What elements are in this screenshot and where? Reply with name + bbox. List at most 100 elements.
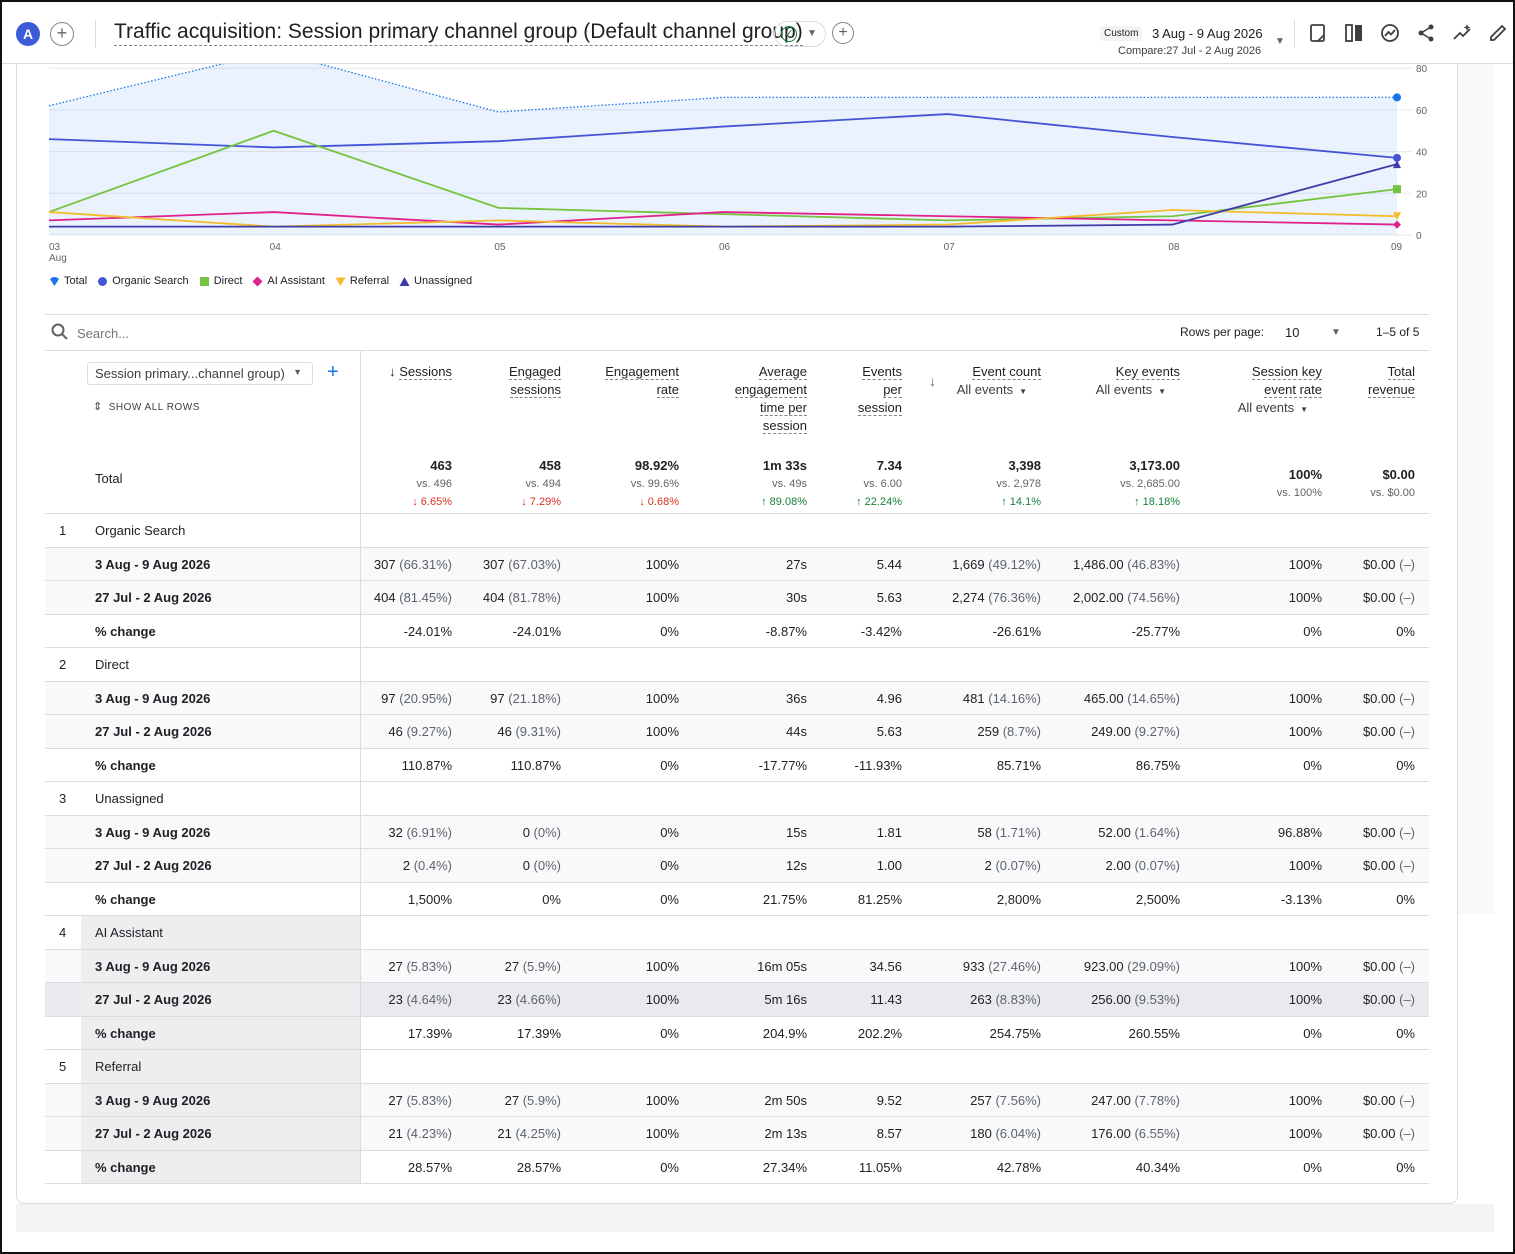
table-row[interactable]: 3 Aug - 9 Aug 2026 97 (20.95%) 97 (21.18%)… <box>45 681 1429 715</box>
rows-per-page-value: 10 <box>1285 325 1300 340</box>
table-row[interactable]: % change 1,500% 0% 0% 21.75% 81.25% 2,800% 2,50… <box>45 882 1429 916</box>
group-row[interactable]: 4 AI Assistant <box>45 916 1429 950</box>
total-compare: vs. $0.00 <box>1370 487 1415 499</box>
add-comparison-icon[interactable]: + <box>50 22 74 46</box>
cell-value: 44s <box>786 724 807 739</box>
column-header[interactable]: Key events All events ▼ <box>1030 363 1180 401</box>
table-row[interactable]: 3 Aug - 9 Aug 2026 27 (5.83%) 27 (5.9%) 100… <box>45 1083 1429 1117</box>
cell-percent: (–) <box>1399 1092 1415 1108</box>
table-row[interactable]: 27 Jul - 2 Aug 2026 2 (0.4%) 0 (0%) 0% 12s 1.… <box>45 849 1429 883</box>
edit-pencil-icon[interactable] <box>1487 22 1509 44</box>
data-quality-pill[interactable]: ✓ ▼ <box>774 21 826 47</box>
legend-item[interactable]: Total <box>49 275 87 287</box>
table-row[interactable]: % change -24.01% -24.01% 0% -8.87% -3.42% -26.… <box>45 614 1429 648</box>
cell-percent: (–) <box>1399 858 1415 873</box>
column-header[interactable]: Engagement rate <box>529 363 679 399</box>
cell-percent: (5.9%) <box>522 1092 561 1108</box>
table-row[interactable]: % change 28.57% 28.57% 0% 27.34% 11.05% 42.78%… <box>45 1150 1429 1184</box>
column-header-line: Engaged <box>411 363 561 381</box>
table-row[interactable]: 3 Aug - 9 Aug 2026 27 (5.83%) 27 (5.9%) 100… <box>45 949 1429 983</box>
cell-percent: (1.71%) <box>995 824 1041 840</box>
rows-per-page-select[interactable]: 10 ▼ <box>1285 323 1345 343</box>
cell-value: 202.2% <box>857 1025 902 1041</box>
add-icon[interactable]: + <box>832 22 854 44</box>
cell-value: -8.87% <box>765 623 807 639</box>
group-row[interactable]: 1 Organic Search <box>45 514 1429 548</box>
event-filter-select[interactable]: All events ▼ <box>891 381 1027 401</box>
legend-item[interactable]: Organic Search <box>97 275 189 287</box>
column-header[interactable]: Engaged sessions <box>411 363 561 399</box>
total-cell: 100% vs. 100% <box>1172 466 1322 502</box>
table-row[interactable]: 27 Jul - 2 Aug 2026 46 (9.27%) 46 (9.31%) 1… <box>45 715 1429 749</box>
cell-value: 5.63 <box>876 590 902 605</box>
column-header[interactable]: Events per session <box>752 363 902 417</box>
sparkle-trend-icon[interactable] <box>1451 22 1473 44</box>
page-title[interactable]: Traffic acquisition: Session primary cha… <box>114 19 803 46</box>
dimension-select[interactable]: Session primary...channel group) ▼ <box>87 362 313 385</box>
event-filter-select[interactable]: All events ▼ <box>1172 399 1308 419</box>
cell-value: 5.44 <box>876 556 902 572</box>
legend-item[interactable]: Direct <box>199 275 242 287</box>
table-row[interactable]: % change 110.87% 110.87% 0% -17.77% -11.93% 85… <box>45 748 1429 782</box>
event-filter-select[interactable]: All events ▼ <box>1030 381 1166 401</box>
chevron-down-icon: ▼ <box>807 28 817 39</box>
legend-item[interactable]: Referral <box>335 275 389 287</box>
table-cell: 28.57% <box>517 1160 561 1175</box>
column-header[interactable]: Total revenue <box>1265 363 1415 399</box>
table-row[interactable]: % change 17.39% 17.39% 0% 204.9% 202.2% 254.75… <box>45 1016 1429 1050</box>
column-header[interactable]: Session key event rate All events ▼ <box>1172 363 1322 419</box>
cell-value: 0% <box>1396 1025 1415 1041</box>
table-cell: 0% <box>1303 1026 1322 1041</box>
data-point <box>1393 185 1401 194</box>
group-row[interactable]: 2 Direct <box>45 648 1429 682</box>
total-value: 100% <box>1288 467 1322 482</box>
total-compare: vs. 2,978 <box>996 478 1041 490</box>
column-header[interactable]: ↓ Sessions <box>302 363 452 381</box>
table-cell: 0% <box>660 825 679 840</box>
cell-percent: (0.07%) <box>1134 858 1180 873</box>
table-cell: -11.93% <box>855 758 902 773</box>
table-cell: -8.87% <box>766 624 807 639</box>
table-cell: 2 (0.4%) <box>403 858 452 873</box>
cell-value: 0 <box>522 858 530 873</box>
date-range[interactable]: 3 Aug - 9 Aug 2026 <box>1152 26 1263 41</box>
table-row[interactable]: 27 Jul - 2 Aug 2026 23 (4.64%) 23 (4.66%) 1… <box>45 983 1429 1017</box>
cell-value: 32 <box>388 824 403 840</box>
compare-range[interactable]: Compare:27 Jul - 2 Aug 2026 <box>1118 45 1262 57</box>
table-row[interactable]: 3 Aug - 9 Aug 2026 307 (66.31%) 307 (67.03… <box>45 547 1429 581</box>
channel-name: AI Assistant <box>95 925 163 940</box>
column-header[interactable]: Average engagement time per session <box>657 363 807 435</box>
table-cell: 100% <box>646 959 679 974</box>
legend-item[interactable]: AI Assistant <box>252 275 325 287</box>
column-header[interactable]: Event count All events ▼ <box>891 363 1041 401</box>
cell-value: 23 <box>388 992 403 1007</box>
table-row[interactable]: 27 Jul - 2 Aug 2026 404 (81.45%) 404 (81.7… <box>45 581 1429 615</box>
insights-icon[interactable] <box>1379 22 1401 44</box>
table-cell: 2.00 (0.07%) <box>1106 858 1180 873</box>
table-row[interactable]: 3 Aug - 9 Aug 2026 32 (6.91%) 0 (0%) 0% 15s 1… <box>45 815 1429 849</box>
add-dimension-icon[interactable]: + <box>327 361 339 383</box>
table-row[interactable]: 27 Jul - 2 Aug 2026 21 (4.23%) 21 (4.25%) 1… <box>45 1117 1429 1151</box>
column-header-text: sessions <box>510 382 561 398</box>
table-cell: 5.44 <box>877 557 902 572</box>
search-input[interactable] <box>77 323 477 343</box>
share-icon[interactable] <box>1415 22 1437 44</box>
group-row[interactable]: 3 Unassigned <box>45 782 1429 816</box>
date-dropdown-icon[interactable]: ▼ <box>1275 36 1285 47</box>
sort-arrow-icon[interactable]: ↓ <box>389 364 400 379</box>
cell-value: 923.00 <box>1083 958 1124 974</box>
date-preset-chip[interactable]: Custom <box>1100 26 1143 41</box>
table-toolbar: Rows per page: 10 ▼ 1–5 of 5 <box>45 314 1429 350</box>
compare-columns-icon[interactable] <box>1343 22 1365 44</box>
legend-item[interactable]: Unassigned <box>399 275 472 287</box>
avatar[interactable]: A <box>16 22 40 46</box>
sort-indicator-icon[interactable]: ↓ <box>929 373 936 389</box>
cell-value: 0% <box>1303 1159 1322 1175</box>
group-row[interactable]: 5 Referral <box>45 1050 1429 1084</box>
cell-value: 21 <box>497 1126 512 1141</box>
table-cell: 0 (0%) <box>523 858 561 873</box>
cell-value: 100% <box>645 992 679 1007</box>
show-all-rows-button[interactable]: ⇕ SHOW ALL ROWS <box>93 400 200 413</box>
note-icon[interactable] <box>1307 22 1329 44</box>
cell-value: 27 <box>388 958 403 974</box>
